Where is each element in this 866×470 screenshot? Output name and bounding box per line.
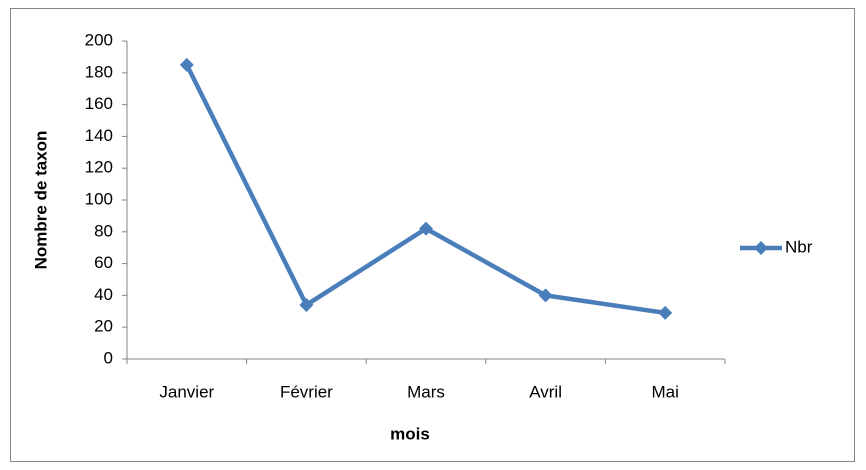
legend-label: Nbr	[785, 237, 813, 256]
x-tick-label: Mai	[651, 382, 678, 401]
marker	[299, 297, 314, 312]
marker	[419, 221, 433, 236]
x-tick-label: Février	[280, 382, 333, 401]
legend-marker	[754, 241, 768, 255]
y-tick-label: 120	[85, 158, 113, 177]
marker	[658, 305, 673, 320]
marker	[538, 288, 553, 303]
x-tick-label: Avril	[529, 382, 562, 401]
x-axis-label: mois	[390, 424, 430, 443]
y-tick-label: 20	[94, 317, 113, 336]
y-tick-label: 80	[94, 221, 113, 240]
marker	[179, 57, 194, 72]
y-tick-label: 140	[85, 126, 113, 145]
x-tick-label: Mars	[407, 382, 445, 401]
y-axis-label: Nombre de taxon	[31, 131, 50, 270]
y-tick-label: 200	[85, 30, 113, 49]
y-tick-label: 40	[94, 285, 113, 304]
x-tick-label: Janvier	[159, 382, 214, 401]
y-tick-label: 100	[85, 189, 113, 208]
y-tick-label: 180	[85, 62, 113, 81]
y-tick-label: 60	[94, 253, 113, 272]
y-tick-label: 0	[104, 348, 113, 367]
y-tick-label: 160	[85, 94, 113, 113]
chart-border	[10, 8, 855, 462]
